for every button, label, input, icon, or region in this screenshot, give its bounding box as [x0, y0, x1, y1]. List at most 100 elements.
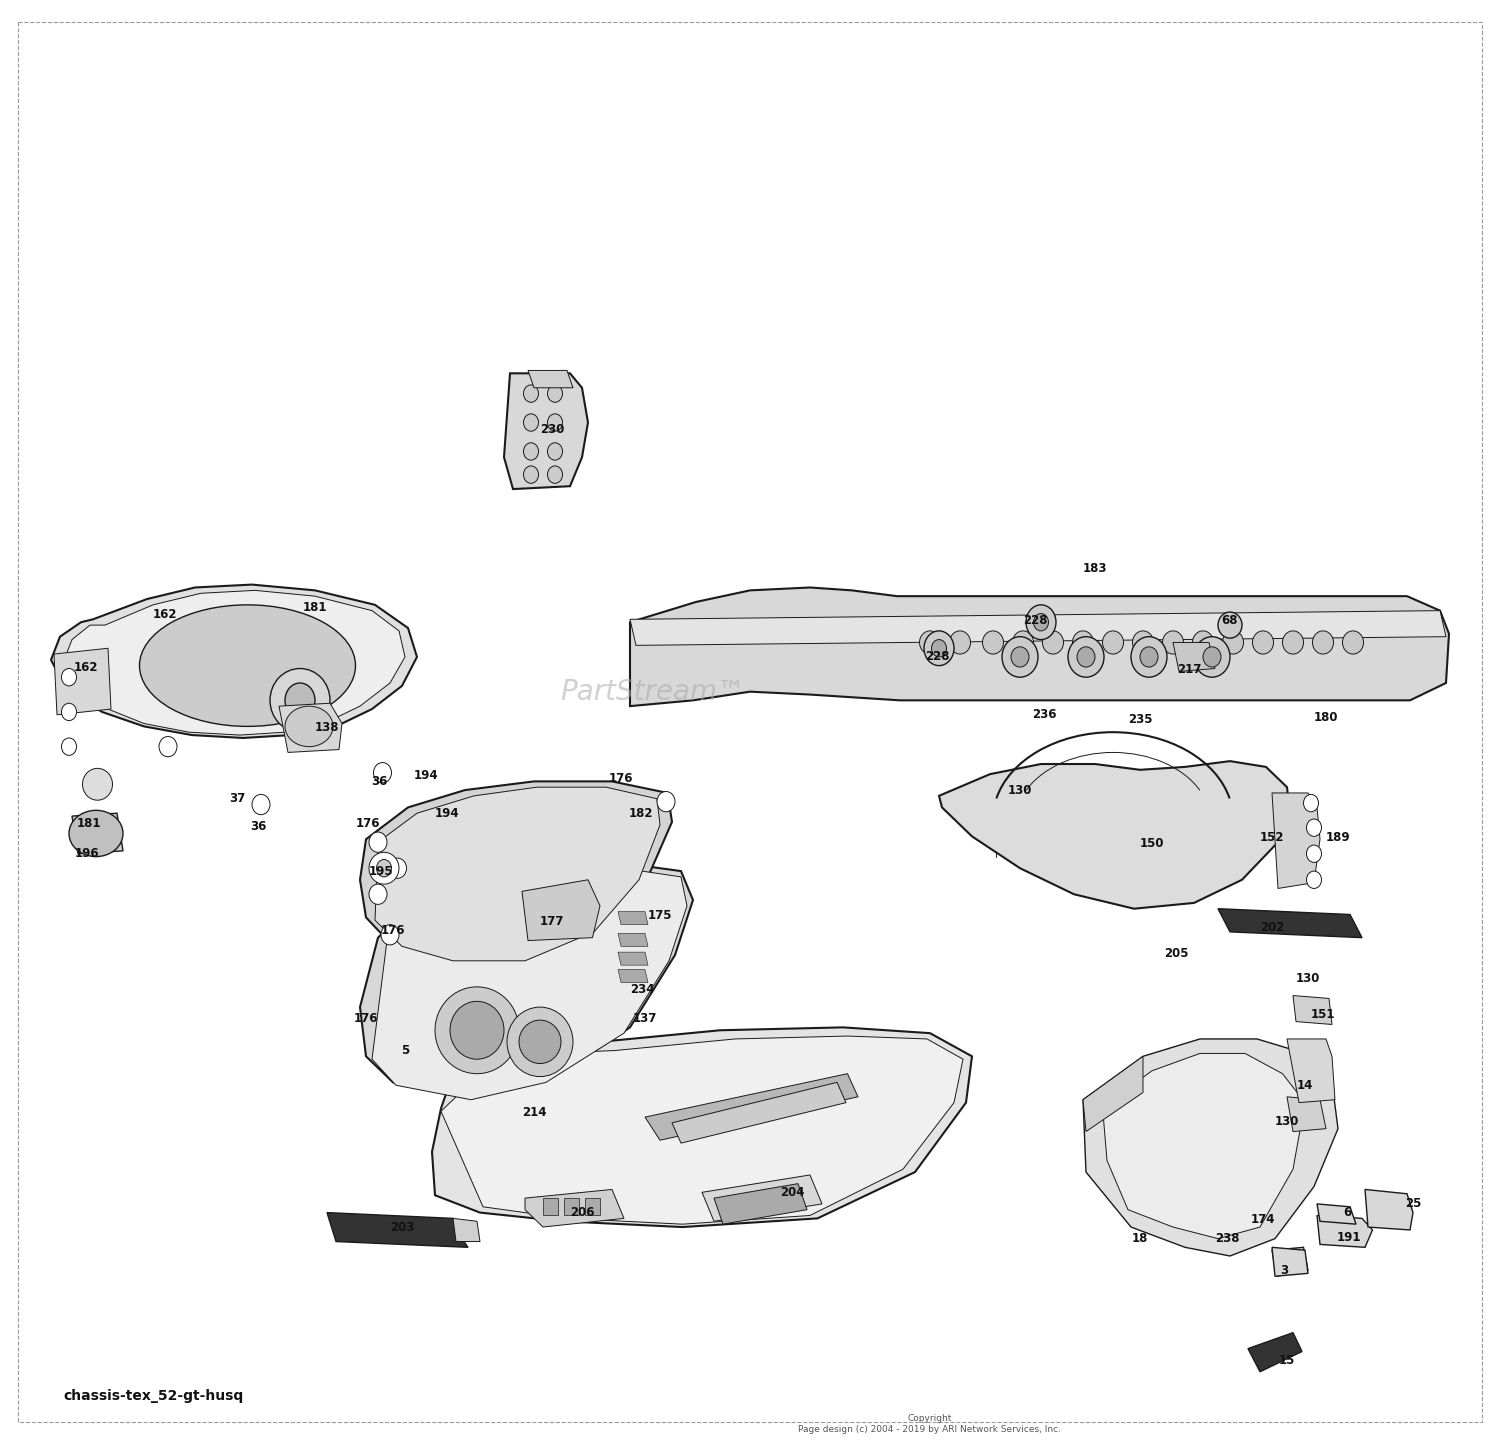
Ellipse shape	[285, 706, 333, 747]
Text: 195: 195	[369, 865, 393, 877]
Text: Copyright: Copyright	[908, 1414, 952, 1422]
Ellipse shape	[1194, 637, 1230, 677]
Text: 36: 36	[372, 776, 387, 787]
Text: 238: 238	[1215, 1233, 1239, 1244]
Polygon shape	[327, 1213, 468, 1247]
Polygon shape	[702, 1175, 822, 1221]
Polygon shape	[1272, 1247, 1308, 1276]
Polygon shape	[525, 1189, 624, 1227]
Text: 150: 150	[1140, 838, 1164, 849]
Text: 18: 18	[1132, 1233, 1148, 1244]
Ellipse shape	[285, 683, 315, 718]
Ellipse shape	[62, 669, 76, 686]
Polygon shape	[1083, 1056, 1143, 1132]
Text: 236: 236	[1032, 709, 1056, 721]
Ellipse shape	[369, 832, 387, 852]
Polygon shape	[522, 880, 600, 941]
Ellipse shape	[1072, 631, 1094, 654]
Polygon shape	[645, 1074, 858, 1140]
Polygon shape	[1272, 1247, 1308, 1276]
Ellipse shape	[982, 631, 1004, 654]
Ellipse shape	[1203, 647, 1221, 667]
Text: 183: 183	[1083, 563, 1107, 574]
Text: 202: 202	[1260, 922, 1284, 933]
Polygon shape	[1365, 1189, 1413, 1230]
Ellipse shape	[524, 414, 538, 431]
Polygon shape	[441, 1036, 963, 1224]
Ellipse shape	[657, 792, 675, 812]
Ellipse shape	[1312, 631, 1334, 654]
Ellipse shape	[519, 1020, 561, 1064]
Text: 137: 137	[633, 1013, 657, 1024]
Ellipse shape	[369, 852, 399, 884]
Text: 130: 130	[1296, 972, 1320, 984]
Text: 234: 234	[630, 984, 654, 996]
Polygon shape	[630, 587, 1449, 706]
Text: 194: 194	[414, 770, 438, 781]
Ellipse shape	[82, 768, 112, 800]
Text: 152: 152	[1260, 832, 1284, 844]
Text: 3: 3	[1280, 1265, 1288, 1276]
Text: 6: 6	[1342, 1207, 1352, 1218]
Ellipse shape	[1306, 871, 1322, 888]
Ellipse shape	[548, 414, 562, 431]
Ellipse shape	[376, 860, 392, 877]
Ellipse shape	[548, 385, 562, 402]
Polygon shape	[618, 933, 648, 946]
Polygon shape	[54, 648, 111, 715]
Polygon shape	[939, 761, 1290, 909]
Text: 206: 206	[570, 1207, 594, 1218]
Polygon shape	[630, 611, 1446, 645]
Text: 235: 235	[1128, 713, 1152, 725]
Polygon shape	[279, 703, 342, 752]
Text: 176: 176	[356, 818, 380, 829]
Polygon shape	[360, 862, 693, 1097]
Ellipse shape	[159, 737, 177, 757]
Ellipse shape	[381, 925, 399, 945]
Ellipse shape	[924, 631, 954, 666]
Text: 181: 181	[76, 818, 101, 829]
Polygon shape	[618, 952, 648, 965]
Ellipse shape	[1011, 647, 1029, 667]
Text: 162: 162	[74, 661, 98, 673]
Text: 36: 36	[251, 820, 266, 832]
Text: PartStream™: PartStream™	[560, 677, 746, 706]
Text: 5: 5	[400, 1045, 410, 1056]
Ellipse shape	[524, 466, 538, 483]
Polygon shape	[504, 373, 588, 489]
Text: 180: 180	[1314, 712, 1338, 724]
Text: 130: 130	[1275, 1116, 1299, 1127]
Text: 181: 181	[303, 602, 327, 614]
Ellipse shape	[524, 443, 538, 460]
Text: 162: 162	[153, 609, 177, 621]
Ellipse shape	[1218, 612, 1242, 638]
Text: 204: 204	[780, 1187, 804, 1198]
Ellipse shape	[1002, 637, 1038, 677]
Ellipse shape	[1222, 631, 1244, 654]
Polygon shape	[1287, 1039, 1335, 1103]
Ellipse shape	[1162, 631, 1184, 654]
Ellipse shape	[140, 605, 356, 726]
Polygon shape	[1218, 909, 1362, 938]
Ellipse shape	[1132, 631, 1154, 654]
Ellipse shape	[435, 987, 519, 1074]
Ellipse shape	[1026, 605, 1056, 640]
Ellipse shape	[932, 640, 946, 657]
Polygon shape	[1248, 1333, 1302, 1372]
Polygon shape	[375, 787, 660, 961]
Ellipse shape	[388, 858, 406, 878]
Ellipse shape	[1140, 647, 1158, 667]
Ellipse shape	[1102, 631, 1124, 654]
Ellipse shape	[1077, 647, 1095, 667]
Ellipse shape	[1306, 845, 1322, 862]
Text: 138: 138	[315, 722, 339, 734]
Text: 214: 214	[522, 1107, 546, 1119]
Polygon shape	[432, 1027, 972, 1227]
Text: 196: 196	[75, 848, 99, 860]
Ellipse shape	[252, 794, 270, 815]
Polygon shape	[714, 1184, 807, 1224]
Text: chassis-tex_52-gt-husq: chassis-tex_52-gt-husq	[63, 1389, 243, 1404]
Polygon shape	[618, 969, 648, 983]
Polygon shape	[1317, 1204, 1356, 1224]
Polygon shape	[1102, 1053, 1305, 1239]
